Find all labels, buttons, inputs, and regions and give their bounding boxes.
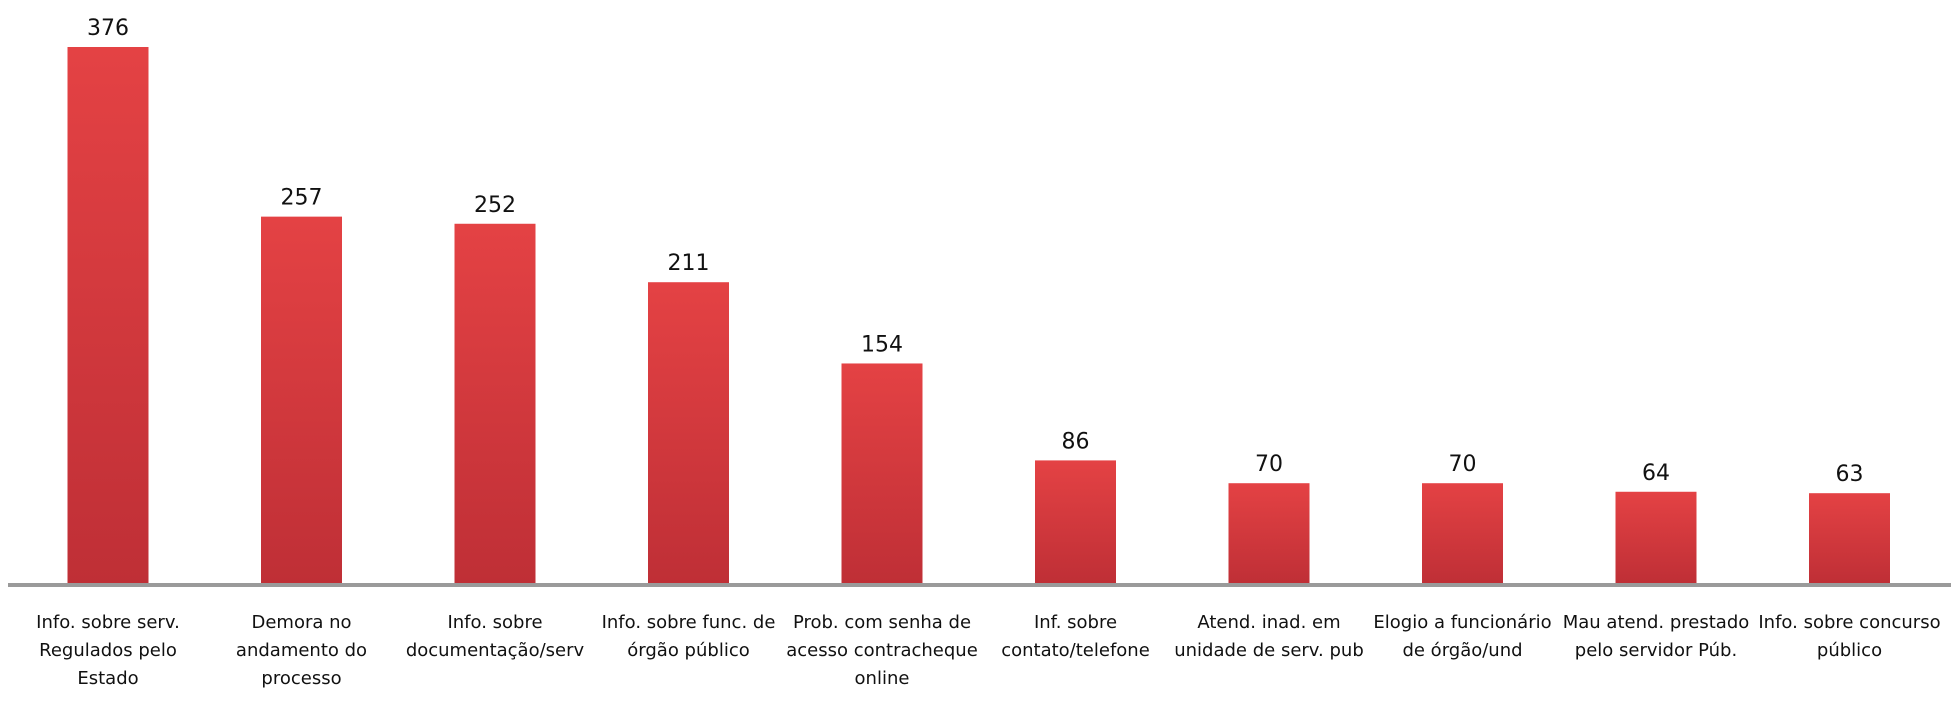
x-tick-label: Demora no andamento do processo (235, 612, 368, 689)
bar (1422, 483, 1503, 583)
bar (454, 223, 536, 583)
value-label: 70 (1255, 452, 1283, 477)
value-label: 86 (1062, 429, 1090, 454)
x-tick-label: Info. sobre concurso público (1758, 612, 1941, 661)
value-label: 63 (1836, 462, 1864, 487)
bar (261, 216, 342, 583)
x-tick-label: Elogio a funcionário de órgão/und (1373, 612, 1552, 661)
bar (1228, 483, 1310, 583)
x-tick-label: Inf. sobre contato/telefone (1001, 612, 1150, 661)
value-label: 70 (1449, 452, 1477, 477)
bar (1035, 460, 1116, 583)
value-label: 252 (474, 193, 516, 218)
bar (1809, 493, 1890, 583)
bar (841, 363, 923, 583)
x-tick-label: Prob. com senha de acesso contracheque o… (786, 612, 978, 689)
value-label: 376 (87, 16, 129, 41)
value-label: 64 (1642, 461, 1670, 486)
x-tick-label: Info. sobre serv. Regulados pelo Estado (36, 612, 180, 689)
value-label: 257 (281, 186, 323, 211)
x-tick-label: Atend. inad. em unidade de serv. pub (1174, 612, 1364, 661)
bar (648, 282, 729, 583)
bar (1615, 491, 1697, 583)
value-label: 211 (668, 251, 710, 276)
value-label: 154 (861, 332, 903, 357)
x-tick-label: Info. sobre func. de órgão público (601, 612, 776, 661)
x-tick-label: Info. sobre documentação/serv (405, 612, 585, 661)
x-tick-label: Mau atend. prestado pelo servidor Púb. (1562, 612, 1750, 661)
bar (67, 47, 149, 583)
